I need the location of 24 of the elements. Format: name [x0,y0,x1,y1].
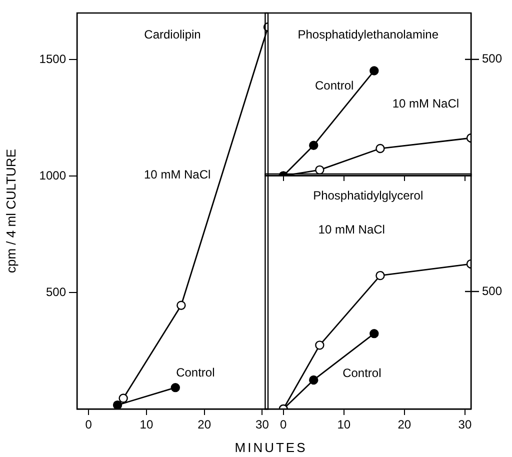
chart-title: Phosphatidylethanolamine [298,27,439,42]
series-label: Control [315,78,354,93]
x-tick-label: 20 [198,418,212,432]
y-tick-label: 1000 [39,168,66,182]
x-tick-label: 0 [85,418,92,432]
x-tick-label: 10 [337,418,351,432]
text: 10 mM NaCl [318,222,385,237]
text: 500 [482,284,502,298]
chart-title: Phosphatidylglycerol [313,188,424,202]
x-tick-label: 30 [458,418,472,432]
x-tick-label: 10 [140,418,154,432]
series-label: Control [342,366,382,380]
x-tick-label: 20 [398,418,412,432]
text: 10 mM NaCl [392,96,460,110]
x-tick-label: 0 [280,418,288,432]
series-label: Control [176,366,215,380]
text: Cardiolipin [144,27,201,42]
y-tick-label: 1500 [39,52,66,66]
y-axis-title: cpm / 4 ml CULTURE [3,148,18,273]
y-tick-label: 500 [46,284,66,299]
x-tick-label: 30 [256,418,270,432]
series-label: 10 mM NaCl [144,168,211,182]
text: 500 [482,52,502,66]
x-axis-title: MINUTES [234,440,308,455]
